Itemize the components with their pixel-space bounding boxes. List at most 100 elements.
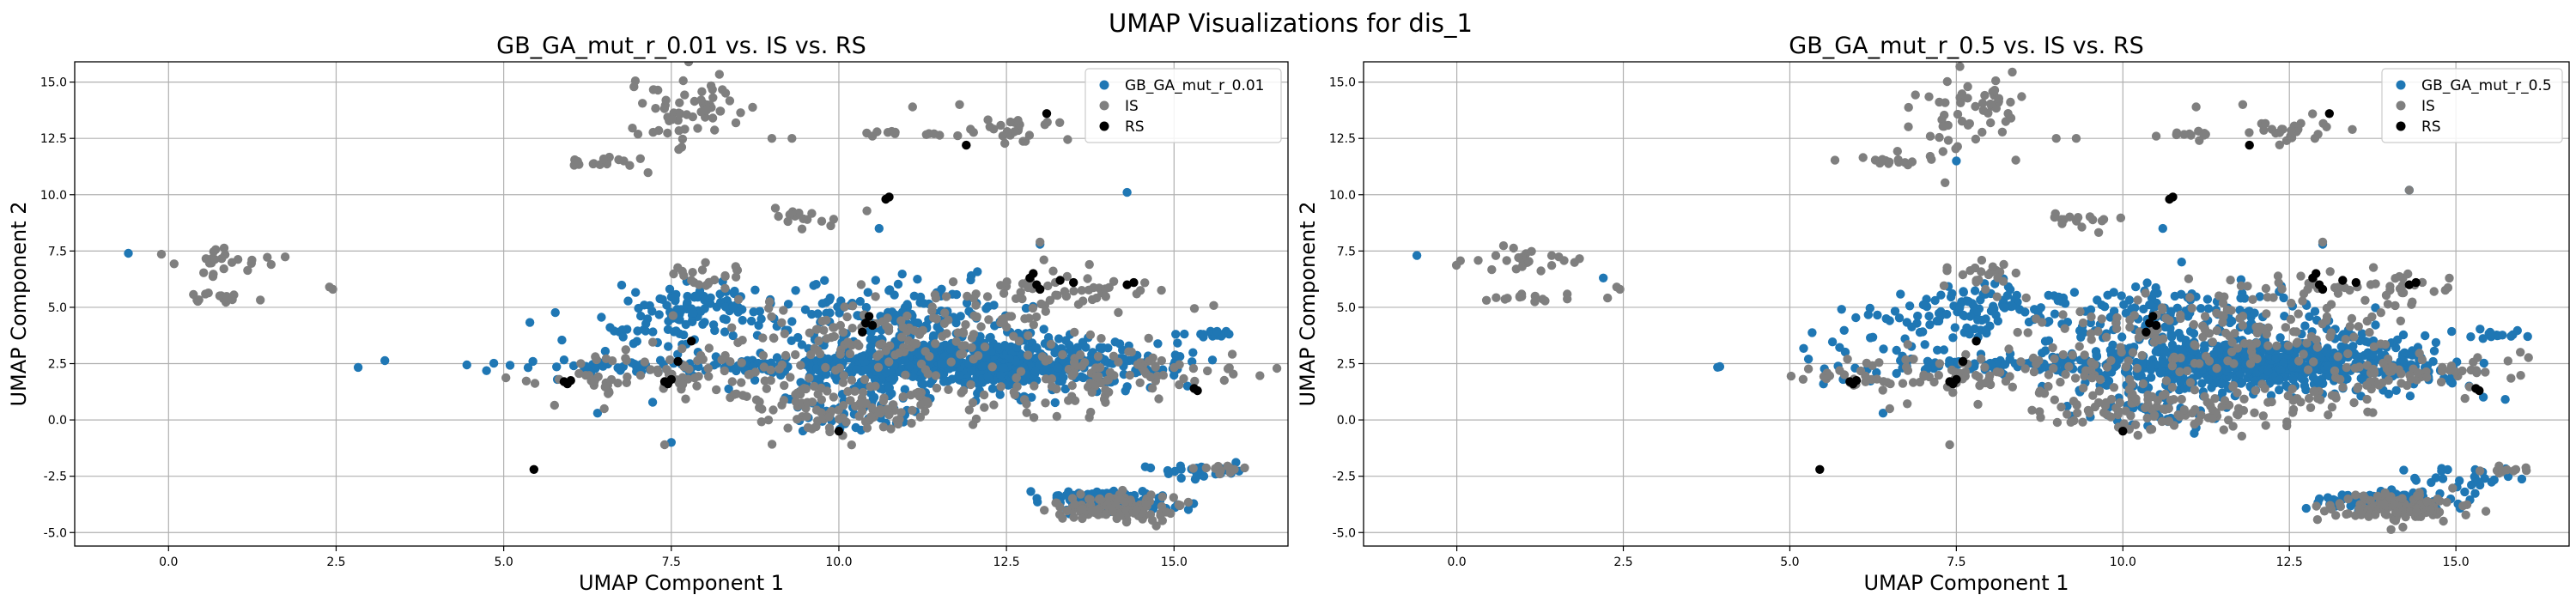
scatter-point bbox=[2073, 408, 2082, 418]
scatter-point bbox=[2127, 304, 2136, 313]
scatter-point bbox=[228, 294, 237, 305]
scatter-point bbox=[1866, 333, 1875, 343]
y-tick-label: 5.0 bbox=[1337, 301, 1356, 315]
scatter-point bbox=[852, 365, 861, 374]
scatter-point bbox=[679, 362, 689, 372]
scatter-point bbox=[2365, 328, 2374, 337]
scatter-point bbox=[2523, 331, 2532, 342]
scatter-point bbox=[1043, 281, 1053, 291]
scatter-point bbox=[1934, 370, 1943, 380]
scatter-point bbox=[2195, 359, 2204, 368]
scatter-point bbox=[774, 211, 783, 222]
x-tick-label: 0.0 bbox=[1447, 555, 1466, 569]
scatter-point bbox=[1903, 340, 1912, 349]
scatter-point bbox=[855, 398, 866, 408]
scatter-point bbox=[932, 383, 942, 393]
scatter-point bbox=[2058, 310, 2068, 319]
scatter-point bbox=[1054, 334, 1064, 343]
scatter-point bbox=[756, 314, 766, 324]
scatter-point bbox=[2233, 343, 2242, 353]
scatter-point bbox=[802, 412, 811, 422]
scatter-point bbox=[2292, 338, 2301, 348]
scatter-point bbox=[2399, 465, 2409, 475]
scatter-point bbox=[2322, 316, 2331, 325]
scatter-point bbox=[2516, 371, 2525, 380]
scatter-point bbox=[929, 331, 939, 341]
scatter-point bbox=[996, 281, 1005, 290]
scatter-point bbox=[1839, 325, 1849, 335]
scatter-point bbox=[2217, 311, 2227, 320]
scatter-point bbox=[2312, 501, 2321, 511]
x-tick-label: 10.0 bbox=[825, 555, 852, 569]
scatter-point bbox=[945, 344, 956, 354]
scatter-point bbox=[559, 355, 569, 365]
scatter-point bbox=[2324, 410, 2333, 420]
scatter-point bbox=[2342, 509, 2351, 519]
scatter-point bbox=[2165, 316, 2174, 325]
scatter-point bbox=[967, 343, 976, 352]
scatter-point bbox=[1048, 266, 1058, 276]
scatter-point bbox=[1997, 127, 2008, 137]
scatter-point bbox=[2093, 295, 2102, 305]
scatter-point bbox=[793, 332, 803, 343]
scatter-point bbox=[1078, 513, 1087, 524]
figure-title: UMAP Visualizations for dis_1 bbox=[1109, 9, 1473, 38]
scatter-point bbox=[706, 81, 716, 91]
scatter-point bbox=[675, 98, 684, 107]
scatter-point bbox=[969, 294, 979, 303]
scatter-point bbox=[2478, 334, 2488, 343]
scatter-point bbox=[1929, 377, 1939, 387]
scatter-point bbox=[2229, 359, 2239, 368]
scatter-point bbox=[920, 406, 930, 416]
scatter-point bbox=[573, 156, 582, 167]
scatter-point bbox=[1042, 109, 1052, 118]
scatter-point bbox=[2005, 372, 2014, 381]
scatter-point bbox=[829, 215, 839, 224]
scatter-point bbox=[2443, 282, 2453, 293]
scatter-point bbox=[1992, 292, 2002, 301]
scatter-point bbox=[462, 360, 471, 370]
scatter-point bbox=[663, 128, 672, 138]
legend-label: IS bbox=[1125, 98, 1139, 115]
scatter-point bbox=[966, 124, 975, 134]
scatter-point bbox=[966, 365, 976, 375]
scatter-point bbox=[953, 131, 963, 141]
scatter-point bbox=[1118, 485, 1127, 495]
scatter-point bbox=[2161, 376, 2172, 385]
scatter-point bbox=[1879, 344, 1888, 354]
scatter-point bbox=[987, 347, 996, 356]
scatter-point bbox=[985, 122, 995, 131]
scatter-point bbox=[738, 391, 748, 400]
scatter-point bbox=[2503, 471, 2513, 482]
scatter-point bbox=[895, 348, 904, 358]
scatter-point bbox=[961, 319, 970, 330]
scatter-point bbox=[2283, 391, 2293, 401]
scatter-point bbox=[1991, 76, 2001, 86]
scatter-point bbox=[1030, 367, 1041, 376]
scatter-point bbox=[2118, 427, 2128, 436]
scatter-point bbox=[2158, 305, 2167, 314]
scatter-point bbox=[1055, 276, 1065, 285]
x-tick-label: 5.0 bbox=[494, 555, 513, 569]
scatter-point bbox=[2275, 375, 2284, 385]
scatter-point bbox=[746, 316, 756, 326]
scatter-point bbox=[677, 343, 687, 354]
scatter-point bbox=[1885, 404, 1894, 414]
scatter-point bbox=[2239, 394, 2249, 404]
scatter-point bbox=[562, 379, 572, 389]
scatter-point bbox=[2078, 318, 2088, 328]
scatter-point bbox=[919, 379, 928, 389]
scatter-point bbox=[2369, 342, 2379, 351]
scatter-point bbox=[1190, 376, 1200, 386]
scatter-point bbox=[2175, 367, 2184, 377]
scatter-point bbox=[2251, 322, 2261, 332]
scatter-point bbox=[840, 302, 849, 312]
scatter-point bbox=[1994, 94, 2004, 103]
scatter-point bbox=[811, 405, 822, 415]
scatter-point bbox=[2142, 413, 2152, 423]
scatter-point bbox=[2347, 313, 2357, 324]
scatter-point bbox=[2398, 522, 2408, 532]
scatter-point bbox=[983, 115, 993, 124]
scatter-point bbox=[2506, 331, 2516, 341]
scatter-point bbox=[1945, 440, 1954, 450]
